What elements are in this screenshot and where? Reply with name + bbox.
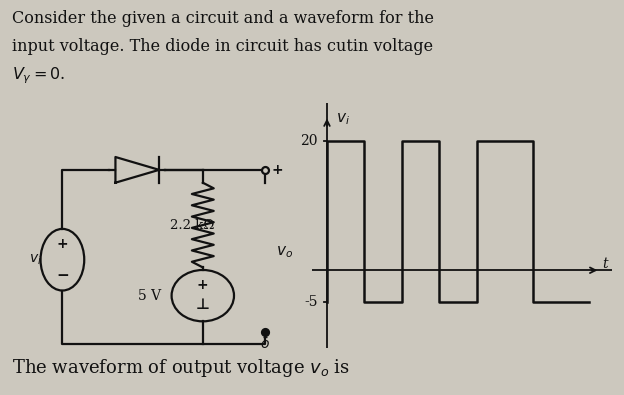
Text: $\bar{o}$: $\bar{o}$ bbox=[260, 337, 270, 352]
Text: +: + bbox=[197, 278, 208, 292]
Text: 5 V: 5 V bbox=[137, 289, 161, 303]
Text: ⊥: ⊥ bbox=[196, 297, 210, 312]
Text: 20: 20 bbox=[300, 134, 318, 149]
Text: $v_i$: $v_i$ bbox=[29, 252, 42, 267]
Text: -5: -5 bbox=[304, 295, 318, 310]
Text: $V_\gamma = 0$.: $V_\gamma = 0$. bbox=[12, 65, 66, 86]
Text: +: + bbox=[271, 163, 283, 177]
Text: The waveform of output voltage $v_o$ is: The waveform of output voltage $v_o$ is bbox=[12, 357, 351, 379]
Text: t: t bbox=[602, 257, 608, 271]
Text: $v_o$: $v_o$ bbox=[276, 244, 293, 260]
Text: Consider the given a circuit and a waveform for the: Consider the given a circuit and a wavef… bbox=[12, 10, 434, 27]
Text: $v_i$: $v_i$ bbox=[336, 111, 350, 127]
Text: +: + bbox=[57, 237, 68, 251]
Text: −: − bbox=[56, 268, 69, 282]
Text: input voltage. The diode in circuit has cutin voltage: input voltage. The diode in circuit has … bbox=[12, 38, 434, 55]
Text: 2.2 kΩ: 2.2 kΩ bbox=[170, 218, 215, 231]
